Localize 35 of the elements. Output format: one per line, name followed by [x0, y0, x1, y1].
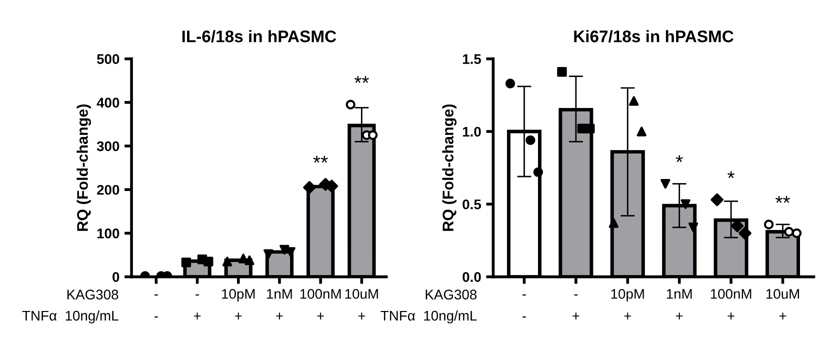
- chart-title: IL-6/18s in hPASMC: [182, 30, 336, 42]
- x-tick-label: 10pM +: [222, 288, 255, 320]
- x-tick-label: 1nM +: [666, 289, 692, 320]
- chart-title: Ki67/18s in hPASMC: [574, 30, 734, 42]
- text: KAG308: [426, 290, 477, 300]
- y-tick-label: 1.0: [462, 126, 481, 137]
- x-tick-label: 100nM +: [710, 288, 752, 320]
- y-tick-label: 500: [96, 54, 120, 64]
- y-tick-label: 1.5: [462, 54, 482, 64]
- x-tick-label: 10uM +: [766, 288, 799, 320]
- annotation: **: [776, 196, 790, 203]
- text: TNFα 10ng/mL: [380, 310, 477, 324]
- annotation: *: [728, 171, 735, 178]
- text: TNFα 10ng/mL: [22, 310, 118, 324]
- y-tick-label: 200: [97, 184, 120, 195]
- y-tick-label: 0.5: [462, 199, 482, 210]
- y-tick-label: 0: [112, 272, 120, 282]
- y-tick-label: 300: [96, 141, 120, 152]
- category-label: - +: [572, 294, 580, 320]
- y-axis-title: RQ (Fold-change): [76, 104, 91, 231]
- x-tick-label: 10uM +: [345, 288, 378, 320]
- y-tick-label: 0.0: [462, 272, 481, 282]
- annotation: *: [676, 155, 683, 162]
- category-label: - +: [194, 294, 201, 320]
- category-label: - -: [154, 294, 158, 318]
- y-tick-label: 400: [96, 98, 120, 108]
- category-label: - -: [522, 294, 526, 318]
- annotation: **: [313, 156, 328, 163]
- x-tick-label: 1nM +: [267, 289, 292, 320]
- y-tick-label: 100: [97, 228, 120, 238]
- y-axis-title: RQ (Fold-change): [442, 104, 457, 231]
- x-tick-label: 100nM +: [300, 288, 341, 320]
- annotation: **: [354, 76, 369, 83]
- x-tick-label: 10pM +: [611, 288, 644, 320]
- text: KAG308: [67, 290, 118, 300]
